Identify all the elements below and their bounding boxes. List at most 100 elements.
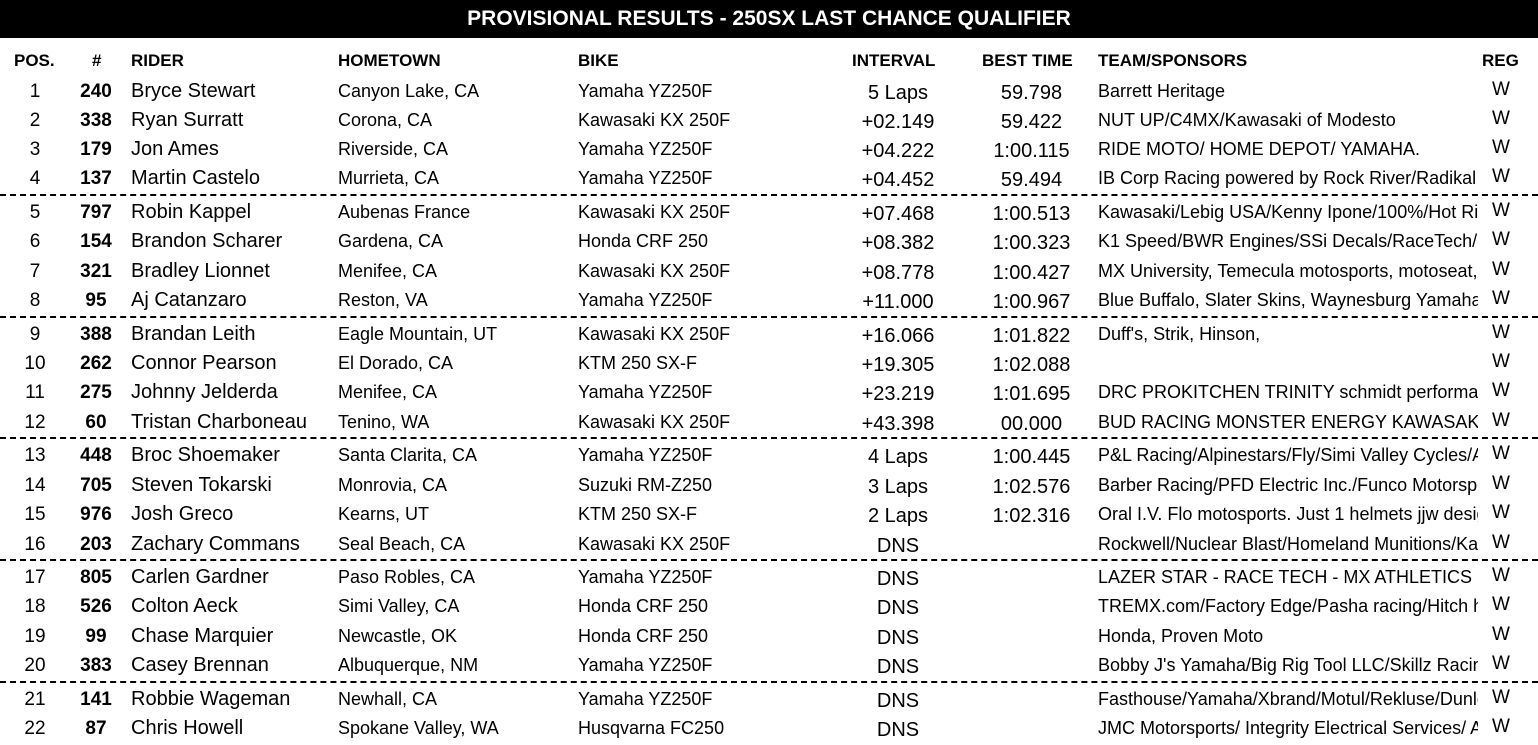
row-rider: Martin Castelo — [131, 167, 260, 189]
header-reg: REG — [1482, 51, 1519, 70]
row-best-time: 59.798 — [1000, 82, 1063, 104]
row-number: 797 — [80, 202, 112, 223]
row-hometown: Reston, VA — [338, 290, 428, 310]
row-rider: Johnny Jelderda — [131, 381, 278, 403]
row-bike: Kawasaki KX 250F — [578, 534, 731, 554]
row-interval: +04.452 — [861, 169, 935, 191]
row-hometown: El Dorado, CA — [338, 353, 454, 373]
row-number: 383 — [80, 655, 112, 676]
row-team-sponsors: Barber Racing/PFD Electric Inc./Funco Mo… — [1098, 475, 1478, 495]
row-bike: Kawasaki KX 250F — [578, 324, 731, 344]
row-team-sponsors: P&L Racing/Alpinestars/Fly/Simi Valley C… — [1098, 445, 1478, 465]
row-pos: 12 — [24, 412, 46, 433]
row-rider: Connor Pearson — [131, 352, 277, 374]
row-interval: 3 Laps — [867, 476, 929, 498]
row-interval: +11.000 — [862, 291, 934, 313]
row-reg: W — [1492, 473, 1510, 494]
row-hometown: Tenino, WA — [338, 412, 430, 432]
row-best-time: 1:02.316 — [992, 505, 1071, 527]
row-hometown: Albuquerque, NM — [338, 655, 479, 675]
row-interval: +07.468 — [861, 203, 935, 225]
row-rider: Bradley Lionnet — [131, 260, 270, 282]
row-pos: 1 — [29, 81, 41, 102]
header-hometown: HOMETOWN — [338, 51, 441, 70]
row-reg: W — [1492, 380, 1510, 401]
header-number: # — [92, 51, 102, 70]
row-number: 141 — [80, 689, 112, 710]
row-team-sponsors: MX University, Temecula motosports, moto… — [1098, 261, 1478, 281]
row-number: 240 — [80, 81, 112, 102]
row-interval: DNS — [876, 535, 920, 557]
table-row: 9 388 Brandan Leith Eagle Mountain, UT Kawas… — [0, 320, 1538, 349]
row-number: 705 — [80, 475, 112, 496]
row-pos: 10 — [24, 353, 46, 374]
row-bike: Yamaha YZ250F — [578, 445, 713, 465]
row-rider: Brandon Scharer — [131, 230, 283, 252]
table-row: 15 976 Josh Greco Kearns, UT KTM 250 SX-F 2 L… — [0, 500, 1538, 529]
row-best-time: 1:00.967 — [992, 291, 1071, 313]
row-hometown: Eagle Mountain, UT — [338, 324, 498, 344]
header-pos: POS. — [14, 51, 55, 70]
table-row: 21 141 Robbie Wageman Newhall, CA Yamaha YZ2… — [0, 685, 1538, 714]
row-pos: 6 — [29, 231, 41, 252]
row-hometown: Simi Valley, CA — [338, 596, 460, 616]
row-team-sponsors: LAZER STAR - RACE TECH - MX ATHLETICS — [1098, 567, 1473, 587]
header-team-sponsors: TEAM/SPONSORS — [1098, 51, 1248, 70]
row-hometown: Canyon Lake, CA — [338, 81, 480, 101]
row-interval: +04.222 — [861, 140, 935, 162]
row-hometown: Riverside, CA — [338, 139, 449, 159]
table-row: 1 240 Bryce Stewart Canyon Lake, CA Yamaha Y… — [0, 77, 1538, 106]
row-number: 321 — [80, 261, 112, 282]
row-number: 262 — [80, 353, 112, 374]
row-bike: Yamaha YZ250F — [578, 655, 713, 675]
row-best-time: 1:01.822 — [992, 325, 1071, 347]
row-bike: Yamaha YZ250F — [578, 81, 713, 101]
row-pos: 15 — [24, 504, 46, 525]
group-divider — [0, 437, 1538, 439]
row-reg: W — [1492, 166, 1510, 187]
group-divider — [0, 681, 1538, 683]
row-pos: 9 — [29, 324, 41, 345]
row-bike: Yamaha YZ250F — [578, 689, 713, 709]
table-row: 4 137 Martin Castelo Murrieta, CA Yamaha YZ2… — [0, 164, 1538, 193]
table-row: 7 321 Bradley Lionnet Menifee, CA Kawasaki K… — [0, 257, 1538, 286]
row-pos: 18 — [24, 596, 46, 617]
row-team-sponsors: Barrett Heritage — [1098, 81, 1226, 101]
row-interval: 2 Laps — [867, 505, 929, 527]
page-title: PROVISIONAL RESULTS - 250SX LAST CHANCE … — [0, 0, 1538, 38]
row-interval: DNS — [876, 627, 920, 649]
row-rider: Casey Brennan — [131, 654, 269, 676]
row-bike: KTM 250 SX-F — [578, 353, 698, 373]
row-team-sponsors: IB Corp Racing powered by Rock River/Rad… — [1098, 168, 1478, 188]
table-row: 2 338 Ryan Surratt Corona, CA Kawasaki KX 25… — [0, 106, 1538, 135]
table-row: 10 262 Connor Pearson El Dorado, CA KTM 250 … — [0, 349, 1538, 378]
row-hometown: Spokane Valley, WA — [338, 718, 499, 738]
row-rider: Broc Shoemaker — [131, 444, 280, 466]
row-reg: W — [1492, 259, 1510, 280]
row-reg: W — [1492, 351, 1510, 372]
row-bike: Kawasaki KX 250F — [578, 412, 731, 432]
row-best-time: 1:02.576 — [992, 476, 1071, 498]
row-rider: Steven Tokarski — [131, 474, 272, 496]
row-hometown: Newhall, CA — [338, 689, 438, 709]
row-interval: DNS — [876, 597, 920, 619]
row-reg: W — [1492, 288, 1510, 309]
row-interval: DNS — [876, 690, 920, 712]
row-interval: 4 Laps — [867, 446, 929, 468]
row-interval: +08.778 — [861, 262, 935, 284]
table-row: 18 526 Colton Aeck Simi Valley, CA Honda CRF… — [0, 592, 1538, 621]
row-bike: Kawasaki KX 250F — [578, 261, 731, 281]
row-bike: Yamaha YZ250F — [578, 382, 713, 402]
group-divider — [0, 194, 1538, 196]
row-hometown: Kearns, UT — [338, 504, 430, 524]
row-number: 137 — [80, 168, 112, 189]
table-row: 17 805 Carlen Gardner Paso Robles, CA Yamaha… — [0, 563, 1538, 592]
row-hometown: Gardena, CA — [338, 231, 444, 251]
row-reg: W — [1492, 229, 1510, 250]
row-number: 526 — [80, 596, 112, 617]
table-row: 12 60 Tristan Charboneau Tenino, WA Kawasaki… — [0, 408, 1538, 437]
row-bike: Kawasaki KX 250F — [578, 202, 731, 222]
header-best-time: BEST TIME — [982, 51, 1073, 70]
row-interval: +43.398 — [861, 413, 935, 435]
row-reg: W — [1492, 624, 1510, 645]
